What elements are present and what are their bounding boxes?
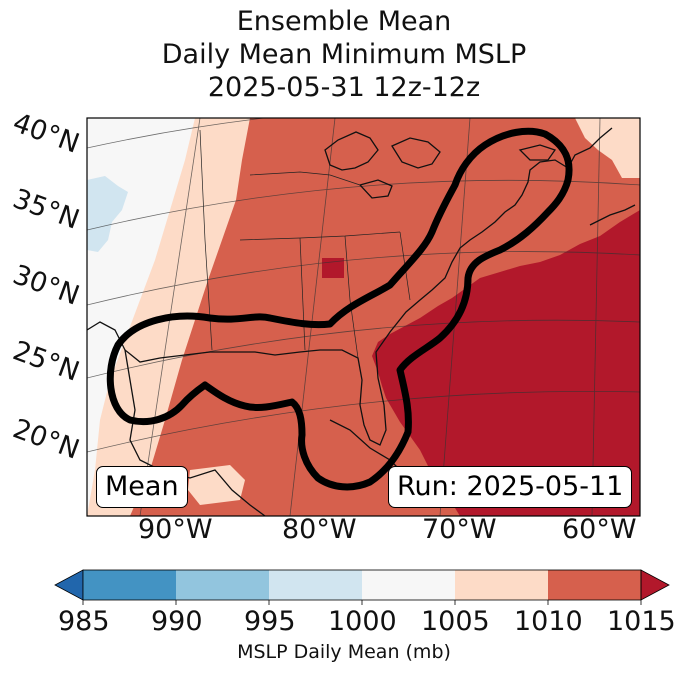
lon-label-80w: 80°W (282, 514, 357, 545)
field-1015 (372, 210, 640, 516)
colorbar-segment (269, 570, 362, 600)
map-frame (86, 117, 641, 517)
cb-tick-990: 990 (151, 606, 203, 637)
lon-label-70w: 70°W (422, 514, 497, 545)
cb-tick-1015: 1015 (607, 606, 676, 637)
cb-tick-995: 995 (244, 606, 296, 637)
state-borders (199, 129, 411, 359)
colorbar-caption: MSLP Daily Mean (mb) (237, 641, 451, 663)
colorbar (54, 569, 670, 605)
run-label-box: Run: 2025-05-11 (388, 466, 633, 508)
cb-tick-1005: 1005 (421, 606, 490, 637)
colorbar-segment (548, 570, 641, 600)
field-1005-s (188, 465, 245, 505)
mean-label-box: Mean (96, 466, 188, 508)
colorbar-segment (176, 570, 269, 600)
colorbar-segment (362, 570, 455, 600)
cb-tick-1000: 1000 (328, 606, 397, 637)
colorbar-over-arrow (640, 569, 670, 601)
cb-tick-985: 985 (58, 606, 110, 637)
pressure-field (87, 118, 640, 516)
ensemble-contour (106, 127, 573, 491)
colorbar-segment (455, 570, 548, 600)
lon-label-90w: 90°W (138, 514, 213, 545)
field-995 (87, 176, 128, 252)
colorbar-under-arrow (54, 569, 84, 601)
cb-tick-1010: 1010 (514, 606, 583, 637)
title-line-3: 2025-05-31 12z-12z (207, 72, 481, 103)
colorbar-segment (83, 570, 176, 600)
lon-label-60w: 60°W (562, 514, 637, 545)
field-1005-ne (575, 118, 640, 178)
field-1015-spot (322, 258, 344, 278)
title-line-1: Ensemble Mean (236, 6, 452, 37)
title-line-2: Daily Mean Minimum MSLP (161, 39, 527, 70)
